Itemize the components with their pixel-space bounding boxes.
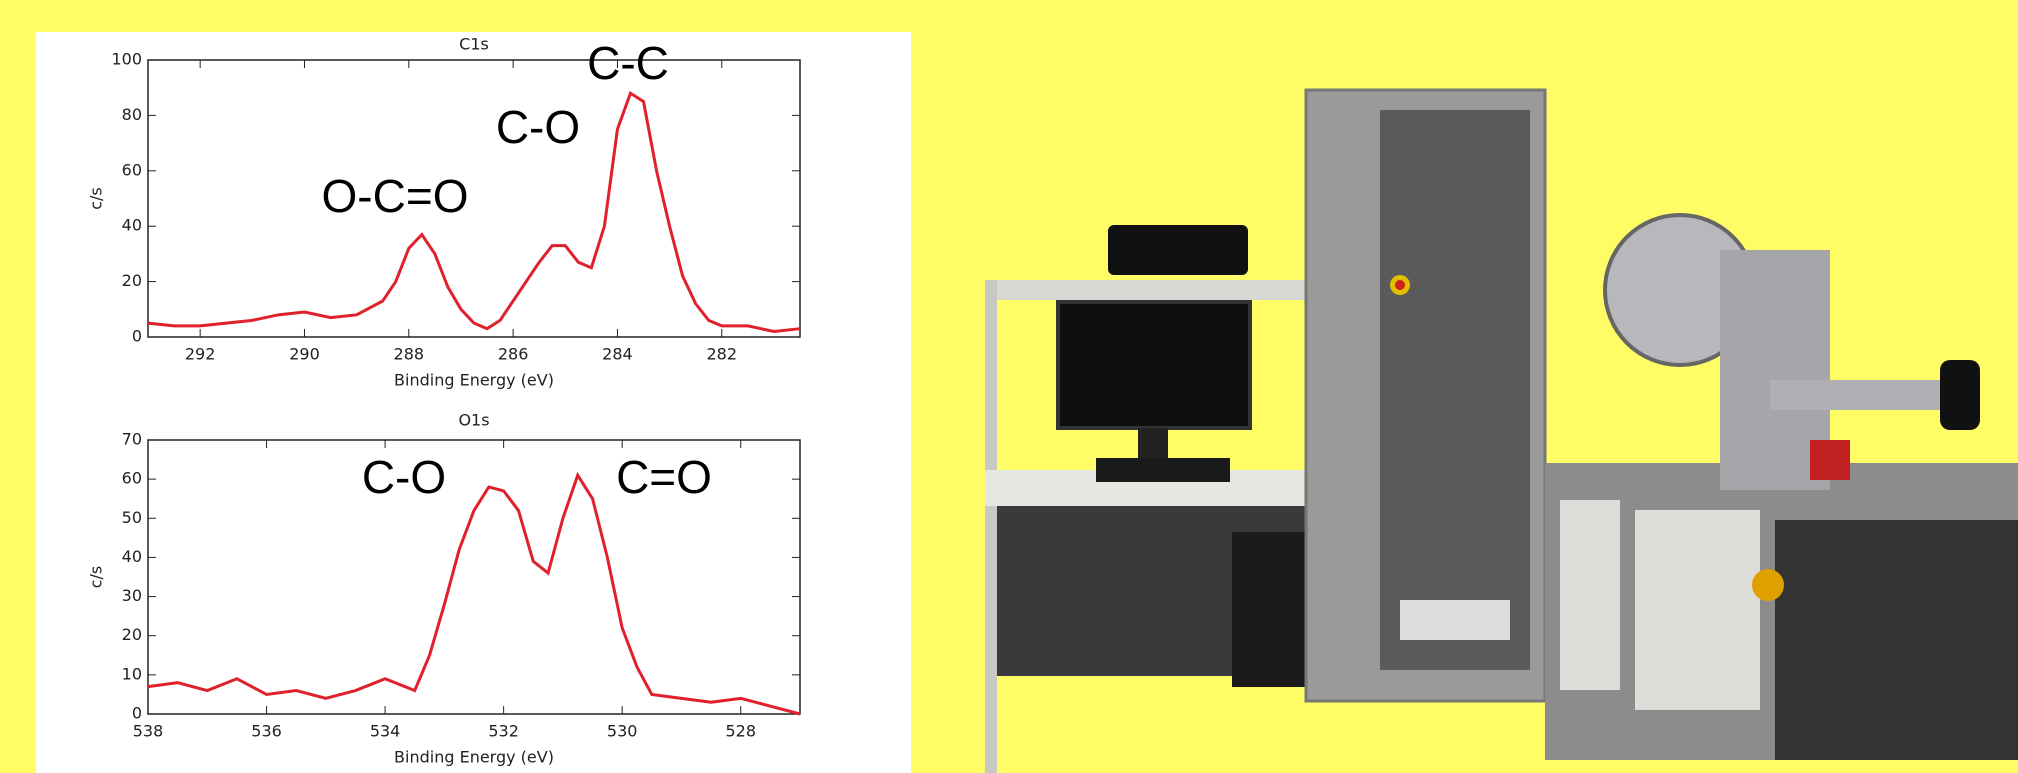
machine-panel — [1635, 510, 1760, 710]
chart-title: C1s — [459, 35, 489, 54]
y-tick-label: 20 — [122, 271, 142, 290]
page: C1sBinding Energy (eV)c/s020406080100292… — [0, 0, 2018, 773]
y-tick-label: 40 — [122, 216, 142, 235]
peak-annotation: C-O — [362, 451, 446, 503]
y-tick-label: 10 — [122, 664, 142, 683]
monitor — [1058, 302, 1250, 428]
x-tick-label: 290 — [289, 345, 320, 364]
x-tick-label: 292 — [185, 345, 216, 364]
peak-annotation: O-C=O — [322, 170, 469, 222]
valve — [1810, 440, 1850, 480]
printer — [1108, 225, 1248, 275]
chart-panel — [36, 32, 911, 773]
x-tick-label: 528 — [725, 722, 756, 741]
pc-tower — [1232, 532, 1312, 687]
x-tick-label: 534 — [370, 722, 401, 741]
x-tick-label: 530 — [607, 722, 638, 741]
y-tick-label: 40 — [122, 547, 142, 566]
y-tick-label: 0 — [132, 704, 142, 723]
x-tick-label: 284 — [602, 345, 633, 364]
y-tick-label: 60 — [122, 469, 142, 488]
machine-panel — [1560, 500, 1620, 690]
chart-title: O1s — [458, 411, 489, 430]
peak-annotation: C=O — [616, 451, 712, 503]
y-tick-label: 0 — [132, 327, 142, 346]
y-tick-label: 30 — [122, 586, 142, 605]
y-tick-label: 70 — [122, 430, 142, 449]
y-tick-label: 60 — [122, 160, 142, 179]
x-tick-label: 532 — [488, 722, 519, 741]
monitor-stand — [1138, 428, 1168, 458]
x-tick-label: 538 — [133, 722, 164, 741]
x-tick-label: 286 — [498, 345, 529, 364]
y-axis-label: c/s — [87, 566, 106, 589]
x-tick-label: 288 — [394, 345, 425, 364]
y-axis-label: c/s — [87, 187, 106, 210]
switch-panel — [1400, 600, 1510, 640]
y-tick-label: 20 — [122, 625, 142, 644]
machine-side — [1775, 520, 2018, 760]
peak-annotation: C-O — [496, 101, 580, 153]
rack-panel — [1380, 110, 1530, 670]
desk-shelf — [985, 280, 1360, 300]
x-tick-label: 282 — [706, 345, 737, 364]
instrument-photo — [985, 90, 2018, 773]
x-axis-label: Binding Energy (eV) — [394, 371, 554, 390]
emergency-button — [1752, 569, 1784, 601]
x-axis-label: Binding Energy (eV) — [394, 748, 554, 767]
y-tick-label: 100 — [111, 50, 142, 69]
peak-annotation: C-C — [587, 37, 669, 89]
x-tick-label: 536 — [251, 722, 282, 741]
motor — [1940, 360, 1980, 430]
y-tick-label: 50 — [122, 508, 142, 527]
keyboard — [1096, 458, 1230, 482]
screen: C1sBinding Energy (eV)c/s020406080100292… — [0, 0, 2018, 773]
emergency-button — [1395, 280, 1405, 290]
desk-leg — [985, 280, 997, 773]
y-tick-label: 80 — [122, 105, 142, 124]
